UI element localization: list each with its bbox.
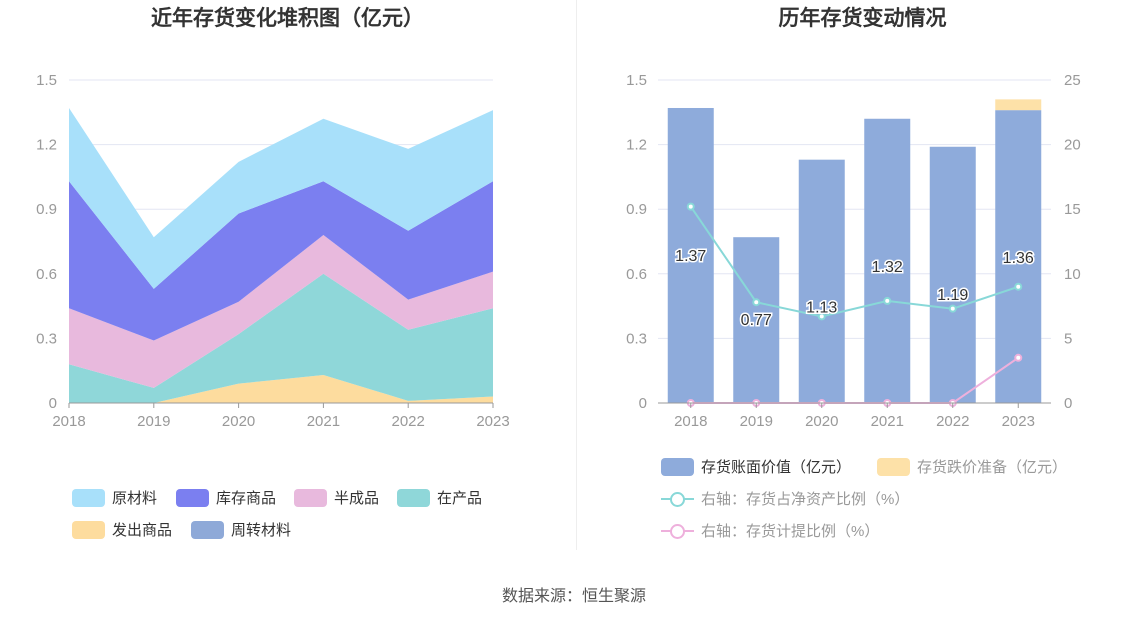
x-tick-label: 2021 — [307, 413, 340, 430]
bar-book-value — [929, 146, 976, 403]
legend-item-reserve[interactable]: 存货跌价准备（亿元） — [877, 456, 1067, 477]
y-tick-label: 0.3 — [626, 330, 647, 347]
area-series — [69, 375, 493, 403]
y-tick-label: 0.6 — [36, 266, 57, 283]
bar-data-label: 1.19 — [937, 287, 968, 304]
area-series — [69, 235, 493, 388]
bar-data-label: 1.37 — [675, 248, 706, 265]
y2-tick-label: 15 — [1064, 201, 1081, 218]
y-tick-label: 1.5 — [626, 72, 647, 89]
y-tick-label: 1.2 — [626, 137, 647, 154]
bar-book-value — [864, 118, 911, 403]
legend-item-banchengpin[interactable]: 半成品 — [294, 487, 379, 508]
inventory-bar-panel: 历年存货变动情况 0 0.3 0.6 0.9 1.2 1.5 0 5 10 15 20 25 1.37 0… — [577, 0, 1148, 550]
legend-line-swatch — [661, 490, 694, 508]
y-tick-label: 0.3 — [36, 330, 57, 347]
x-tick-label: 2020 — [222, 413, 255, 430]
legend-label: 存货跌价准备（亿元） — [917, 459, 1068, 476]
inventory-bar-line-chart: 0 0.3 0.6 0.9 1.2 1.5 0 5 10 15 20 25 1.37 0.77 1.13 1.… — [626, 72, 1081, 430]
bar-data-label: 1.32 — [872, 259, 903, 276]
x-tick-label: 2019 — [740, 413, 773, 430]
area-series — [69, 107, 493, 289]
bar-data-label: 1.13 — [806, 300, 837, 317]
stacked-area-panel: 近年存货变化堆积图（亿元） 0 0.3 0.6 0.9 1.2 1.5 2018 2019 20… — [0, 0, 575, 550]
y-tick-label: 0 — [49, 395, 57, 412]
y2-tick-label: 10 — [1064, 266, 1081, 283]
legend-item-zaichanpin[interactable]: 在产品 — [397, 487, 482, 508]
line-point — [948, 304, 957, 313]
y2-tick-label: 0 — [1064, 395, 1072, 412]
data-source-note: 数据来源：恒生聚源 — [501, 588, 646, 605]
legend-swatch — [191, 520, 224, 539]
bar-data-label: 1.36 — [1003, 250, 1034, 267]
line-point — [752, 298, 761, 307]
y2-tick-label: 5 — [1064, 330, 1072, 347]
panel-divider — [576, 0, 577, 550]
legend-swatch — [661, 457, 694, 476]
area-series — [69, 273, 493, 403]
bar-book-value — [733, 237, 780, 403]
legend-item-kucunshangpin[interactable]: 库存商品 — [176, 487, 276, 508]
legend-label: 右轴：存货占净资产比例（%） — [701, 491, 910, 508]
right-chart-title: 历年存货变动情况 — [778, 7, 947, 30]
line-series — [689, 206, 1019, 318]
y-tick-label: 0.9 — [626, 201, 647, 218]
y-tick-label: 1.5 — [36, 72, 57, 89]
legend-item-net-asset-ratio[interactable]: 右轴：存货占净资产比例（%） — [661, 488, 909, 509]
line-point — [1014, 353, 1023, 362]
line-point — [883, 296, 892, 305]
bar-book-value — [667, 107, 714, 403]
legend-label: 库存商品 — [216, 490, 277, 507]
x-tick-label: 2022 — [936, 413, 969, 430]
x-tick-label: 2020 — [805, 413, 838, 430]
x-tick-label: 2023 — [1002, 413, 1035, 430]
legend-swatch — [176, 488, 209, 507]
y2-tick-label: 20 — [1064, 137, 1081, 154]
line-point — [817, 312, 826, 321]
legend-item-zhouzhuancailiao[interactable]: 周转材料 — [191, 519, 291, 540]
legend-swatch — [72, 520, 105, 539]
bar-book-value — [798, 159, 845, 403]
x-tick-label: 2019 — [137, 413, 170, 430]
legend-label: 右轴：存货计提比例（%） — [701, 523, 880, 540]
legend-label: 在产品 — [437, 490, 483, 507]
legend-swatch — [294, 488, 327, 507]
y-tick-label: 0 — [639, 395, 647, 412]
line-point — [686, 202, 695, 211]
legend-swatch — [72, 488, 105, 507]
x-tick-label: 2018 — [52, 413, 85, 430]
y-tick-label: 1.2 — [36, 137, 57, 154]
x-tick-label: 2023 — [476, 413, 509, 430]
legend-swatch — [397, 488, 430, 507]
x-tick-label: 2021 — [871, 413, 904, 430]
x-tick-label: 2022 — [392, 413, 425, 430]
x-tick-label: 2018 — [674, 413, 707, 430]
legend-item-fachushangpin[interactable]: 发出商品 — [72, 519, 172, 540]
legend-item-yuancailiao[interactable]: 原材料 — [72, 487, 157, 508]
y-tick-label: 0.6 — [626, 266, 647, 283]
line-point — [1014, 282, 1023, 291]
legend-line-swatch — [661, 522, 694, 540]
legend-item-provision-ratio[interactable]: 右轴：存货计提比例（%） — [661, 520, 879, 541]
left-chart-title: 近年存货变化堆积图（亿元） — [151, 7, 424, 30]
bar-reserve — [995, 99, 1042, 111]
legend-label: 周转材料 — [231, 522, 292, 539]
legend-label: 半成品 — [334, 490, 380, 507]
bar-data-label: 0.77 — [741, 312, 772, 329]
legend-label: 原材料 — [112, 490, 158, 507]
y2-tick-label: 25 — [1064, 72, 1081, 89]
legend-swatch — [877, 457, 910, 476]
stacked-area-chart: 0 0.3 0.6 0.9 1.2 1.5 2018 2019 2020 2021 2022 2023 — [36, 72, 510, 430]
y-tick-label: 0.9 — [36, 201, 57, 218]
legend-label: 存货账面价值（亿元） — [701, 459, 852, 476]
area-series — [69, 181, 493, 341]
legend-label: 发出商品 — [112, 522, 173, 539]
legend-item-book-value[interactable]: 存货账面价值（亿元） — [661, 456, 851, 477]
